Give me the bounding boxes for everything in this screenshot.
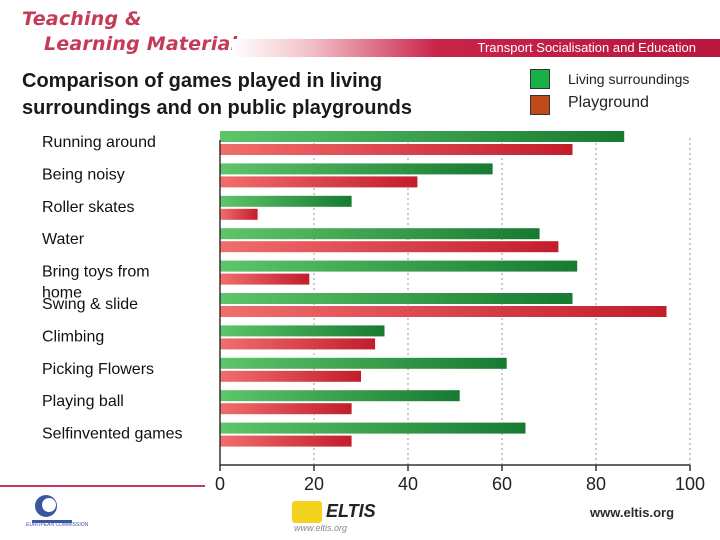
eltis-logo-mark-icon (292, 501, 322, 523)
legend-swatch-playground (530, 95, 550, 115)
category-label: Selfinvented games (42, 426, 183, 443)
x-tick-label: 40 (398, 474, 418, 494)
eltis-logo-subtext: www.eltis.org (294, 523, 348, 533)
category-label: Picking Flowers (42, 361, 154, 378)
legend-swatch-living (530, 69, 550, 89)
banner-text: Transport Socialisation and Education (477, 40, 696, 55)
category-label: Water (42, 231, 85, 248)
bar-living-surroundings (220, 293, 573, 304)
brand-line-2: Learning Materials (44, 33, 249, 55)
footer-divider (0, 485, 205, 487)
bar-playground (220, 338, 376, 350)
bar-playground (220, 208, 258, 220)
eltis-logo-text: ELTIS (326, 501, 376, 521)
category-label: Swing & slide (42, 296, 138, 313)
legend-label-living: Living surroundings (568, 71, 690, 87)
bar-living-surroundings (220, 390, 460, 402)
commission-logo-text: EUROPEAN COMMISSION (26, 522, 89, 528)
bar-playground (220, 176, 418, 188)
bar-living-surroundings (220, 131, 625, 142)
bar-playground (220, 144, 573, 155)
bar-living-surroundings (220, 260, 578, 272)
x-tick-label: 100 (675, 474, 705, 494)
commission-logo-icon (32, 495, 72, 523)
bar-playground (220, 435, 352, 447)
bar-playground (220, 370, 361, 382)
category-label: Being noisy (42, 166, 125, 183)
bar-living-surroundings (220, 163, 493, 175)
bar-playground (220, 306, 667, 317)
x-tick-label: 0 (215, 474, 225, 494)
bar-living-surroundings (220, 195, 352, 207)
footer-url[interactable]: www.eltis.org (590, 505, 675, 520)
brand-line-1: Teaching & (22, 8, 142, 30)
category-label: Roller skates (42, 199, 134, 216)
bar-living-surroundings (220, 357, 507, 369)
x-tick-label: 60 (492, 474, 512, 494)
bar-playground (220, 241, 559, 253)
chart-title: Comparison of games played in living sur… (22, 70, 412, 119)
category-label: Bring toys from home (42, 264, 150, 302)
x-tick-label: 80 (586, 474, 606, 494)
bar-playground (220, 403, 352, 415)
bar-living-surroundings (220, 422, 526, 434)
bar-living-surroundings (220, 325, 385, 337)
category-label: Climbing (42, 328, 104, 345)
category-label: Running around (42, 134, 156, 151)
header-banner: Transport Socialisation and Education (232, 39, 720, 57)
bar-living-surroundings (220, 228, 540, 240)
eltis-logo: ELTIS www.eltis.org (292, 500, 402, 533)
brand-logo: Teaching & Learning Materials (22, 8, 252, 58)
category-label: Playing ball (42, 393, 124, 410)
bar-playground (220, 273, 310, 285)
legend-label-playground: Playground (568, 94, 649, 111)
x-tick-label: 20 (304, 474, 324, 494)
